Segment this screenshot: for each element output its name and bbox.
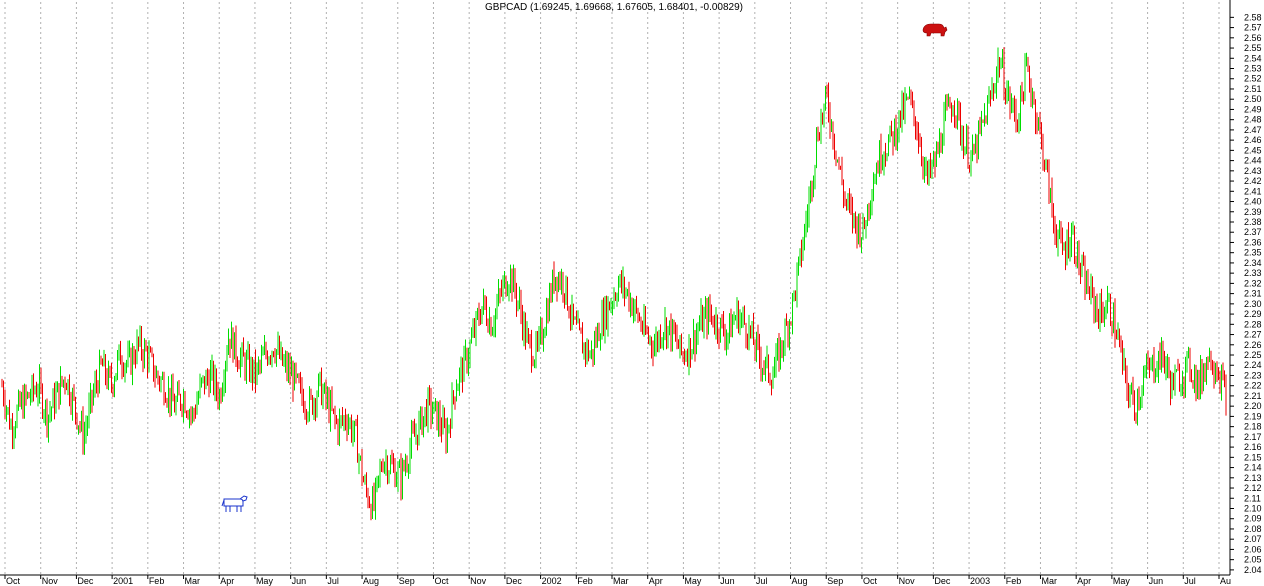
y-tick-label: 2.15 — [1244, 452, 1262, 462]
y-tick-label: 2.14 — [1244, 463, 1262, 473]
x-tick-label: Oct — [863, 576, 878, 586]
y-tick-label: 2.11 — [1244, 493, 1261, 503]
x-tick-label: Apr — [1077, 576, 1091, 586]
y-tick-label: 2.32 — [1244, 278, 1262, 288]
x-tick-label: Sep — [827, 576, 843, 586]
y-tick-label: 2.58 — [1244, 12, 1262, 22]
y-tick-label: 2.21 — [1244, 391, 1262, 401]
x-tick-label: Oct — [6, 576, 21, 586]
y-tick-label: 2.48 — [1244, 115, 1262, 125]
y-tick-label: 2.38 — [1244, 217, 1262, 227]
x-tick-label: Apr — [220, 576, 234, 586]
y-tick-label: 2.08 — [1244, 524, 1262, 534]
x-tick-label: Jun — [720, 576, 735, 586]
x-tick-label: May — [684, 576, 702, 586]
y-tick-label: 2.07 — [1244, 534, 1262, 544]
y-tick-label: 2.29 — [1244, 309, 1262, 319]
y-tick-label: 2.22 — [1244, 381, 1262, 391]
y-tick-label: 2.04 — [1244, 565, 1262, 575]
cow-icon — [221, 495, 248, 512]
y-tick-label: 2.44 — [1244, 156, 1262, 166]
x-tick-label: Nov — [470, 576, 487, 586]
y-tick-label: 2.36 — [1244, 237, 1262, 247]
y-tick-label: 2.17 — [1244, 432, 1262, 442]
y-tick-label: 2.05 — [1244, 555, 1262, 565]
x-tick-label: Mar — [613, 576, 629, 586]
x-tick-label: Au — [1220, 576, 1231, 586]
y-tick-label: 2.25 — [1244, 350, 1262, 360]
x-tick-label: Feb — [149, 576, 165, 586]
x-tick-label: Mar — [1041, 576, 1057, 586]
y-tick-label: 2.57 — [1244, 23, 1262, 33]
x-tick-label: Feb — [1006, 576, 1022, 586]
y-tick-label: 2.51 — [1244, 84, 1262, 94]
y-tick-label: 2.10 — [1244, 503, 1262, 513]
x-tick-label: Aug — [363, 576, 379, 586]
x-tick-label: Dec — [506, 576, 523, 586]
y-tick-label: 2.09 — [1244, 514, 1262, 524]
y-tick-label: 2.45 — [1244, 145, 1262, 155]
chart-title: GBPCAD (1.69245, 1.69668, 1.67605, 1.684… — [485, 2, 743, 13]
y-tick-label: 2.20 — [1244, 401, 1262, 411]
x-tick-label: Feb — [577, 576, 593, 586]
y-tick-label: 2.30 — [1244, 299, 1262, 309]
bear-icon — [922, 23, 948, 37]
y-tick-label: 2.31 — [1244, 289, 1262, 299]
y-tick-label: 2.16 — [1244, 442, 1262, 452]
y-tick-label: 2.49 — [1244, 104, 1262, 114]
y-tick-label: 2.12 — [1244, 483, 1262, 493]
y-tick-label: 2.54 — [1244, 53, 1262, 63]
x-tick-label: May — [256, 576, 274, 586]
grid — [4, 2, 1220, 575]
x-tick-label: Nov — [899, 576, 916, 586]
x-tick-label: Aug — [792, 576, 808, 586]
y-tick-label: 2.19 — [1244, 411, 1262, 421]
x-tick-label: Jun — [1149, 576, 1164, 586]
x-tick-label: Apr — [649, 576, 663, 586]
x-tick-label: 2003 — [970, 576, 990, 586]
y-axis-ticks: 2.042.052.062.072.082.092.102.112.122.13… — [1230, 12, 1262, 575]
y-tick-label: 2.47 — [1244, 125, 1262, 135]
x-tick-label: Dec — [934, 576, 951, 586]
x-tick-label: Nov — [42, 576, 59, 586]
x-tick-label: 2001 — [113, 576, 133, 586]
price-bars — [1, 47, 1227, 521]
y-tick-label: 2.53 — [1244, 64, 1262, 74]
y-tick-label: 2.28 — [1244, 319, 1262, 329]
y-tick-label: 2.41 — [1244, 186, 1262, 196]
y-tick-label: 2.06 — [1244, 544, 1262, 554]
x-tick-label: May — [1113, 576, 1131, 586]
x-tick-label: Mar — [185, 576, 201, 586]
y-tick-label: 2.18 — [1244, 422, 1262, 432]
y-tick-label: 2.35 — [1244, 248, 1262, 258]
y-tick-label: 2.34 — [1244, 258, 1262, 268]
y-tick-label: 2.46 — [1244, 135, 1262, 145]
x-tick-label: Sep — [399, 576, 415, 586]
y-tick-label: 2.52 — [1244, 74, 1262, 84]
y-tick-label: 2.40 — [1244, 197, 1262, 207]
x-tick-label: Oct — [434, 576, 449, 586]
y-tick-label: 2.39 — [1244, 207, 1262, 217]
y-tick-label: 2.27 — [1244, 330, 1262, 340]
x-tick-label: Jun — [292, 576, 307, 586]
y-tick-label: 2.56 — [1244, 33, 1262, 43]
y-tick-label: 2.23 — [1244, 370, 1262, 380]
y-tick-label: 2.50 — [1244, 94, 1262, 104]
x-tick-label: Dec — [77, 576, 94, 586]
y-tick-label: 2.37 — [1244, 227, 1262, 237]
y-tick-label: 2.26 — [1244, 340, 1262, 350]
y-tick-label: 2.24 — [1244, 360, 1262, 370]
y-tick-label: 2.43 — [1244, 166, 1262, 176]
x-axis-ticks: Oct Nov Dec 2001 Feb Mar Apr May Jun Jul Aug Sep Oct… — [4, 575, 1231, 586]
x-tick-label: Jul — [1184, 576, 1196, 586]
y-tick-label: 2.42 — [1244, 176, 1262, 186]
y-tick-label: 2.33 — [1244, 268, 1262, 278]
x-tick-label: Jul — [327, 576, 339, 586]
y-tick-label: 2.55 — [1244, 43, 1262, 53]
x-tick-label: 2002 — [542, 576, 562, 586]
x-tick-label: Jul — [756, 576, 768, 586]
y-tick-label: 2.13 — [1244, 473, 1262, 483]
